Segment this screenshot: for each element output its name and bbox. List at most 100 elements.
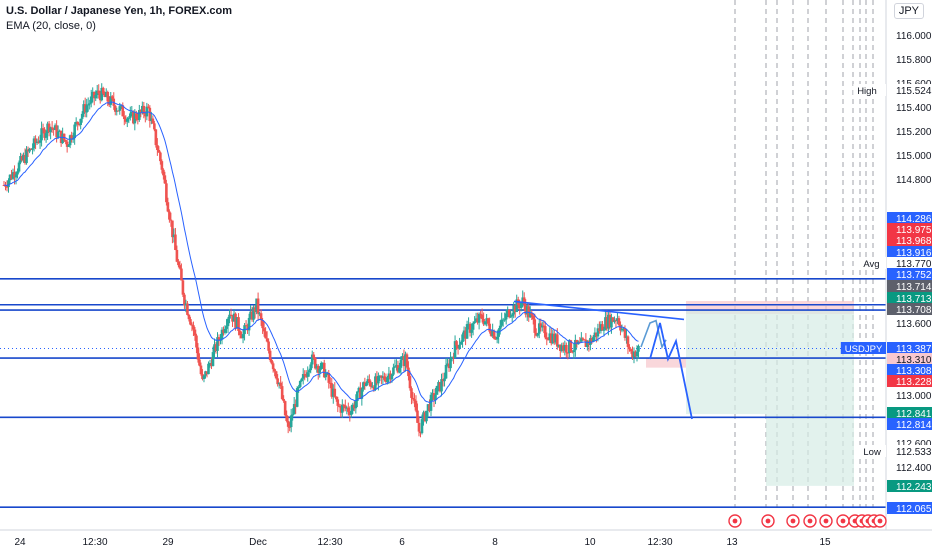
candle-body [304,375,308,377]
candle-body [35,141,39,144]
candle-body [482,318,485,325]
candle-body [428,404,431,411]
candle-body [178,265,182,269]
candle-body [192,325,195,330]
candle-body [486,318,490,324]
candle-body [307,370,311,373]
candle-body [495,336,499,340]
candle-body [297,386,300,389]
candle-body [608,314,612,328]
candle-body [91,91,95,97]
candle-body [139,110,143,113]
candle-body [513,305,517,313]
candle-body [429,394,433,411]
candle-body [172,234,176,238]
candle-body [97,90,101,94]
candle-body [76,121,79,125]
candle-body [220,329,224,340]
candle-body [291,414,294,416]
candle-body [339,406,343,413]
candle-body [210,363,213,366]
candle-body [592,337,595,342]
price-label-bg [887,292,932,304]
symbol-title: U.S. Dollar / Japanese Yen, 1h, FOREX.co… [6,5,232,17]
x-tick-label: 10 [584,537,596,548]
candle-body [241,334,245,339]
candle-body [542,325,546,327]
price-tag-bg [840,342,886,354]
candle-body [237,317,240,331]
candle-body [366,379,370,384]
price-tag-text: USDJPY [845,344,883,355]
candle-body [540,325,544,328]
candle-body [455,341,458,346]
candle-body [268,350,272,361]
x-tick-label: 15 [819,537,831,548]
candle-body [407,367,410,377]
candle-body [414,400,418,411]
currency-badge[interactable]: JPY [893,3,924,19]
x-tick-label: 29 [162,537,174,548]
candle-body [566,352,570,354]
price-label-bg [887,84,932,96]
candle-body [456,345,460,349]
candle-body [500,319,503,326]
candle-body [611,317,615,322]
x-tick-label: 12:30 [317,537,342,548]
candle-body [160,161,164,170]
candle-body [383,376,386,380]
price-tag-bg [859,445,886,457]
candle-body [294,404,297,407]
price-label: 112.841 [896,409,932,420]
candle-body [300,378,304,381]
event-flag-dot [732,518,738,524]
candle-body [584,339,588,347]
candle-body [393,366,397,368]
candle-body [88,103,92,105]
event-flag-dot [823,518,829,524]
candle-body [527,306,531,318]
price-label-bg [887,445,932,457]
candle-body [504,313,508,320]
candle-body [404,354,407,367]
candle-body [417,422,421,432]
candle-body [476,318,479,323]
candle-body [581,338,585,340]
candle-body [543,326,547,338]
candle-body [425,410,428,422]
candle-body [389,373,392,380]
candle-body [473,321,476,324]
candle-body [41,128,45,130]
candle-body [130,111,134,114]
candle-body [629,349,633,352]
candle-body [150,118,153,121]
candle-body [46,123,49,134]
price-tag-bg [853,84,886,96]
event-flag-dot [807,518,813,524]
candle-body [201,374,204,379]
candle-body [147,106,150,108]
candle-body [634,351,637,357]
candle-body [435,385,439,395]
candle-body [450,356,454,359]
candle-body [438,382,442,392]
candle-body [7,180,10,188]
price-label: 112.533 [896,447,932,458]
price-tag-bg [859,257,886,269]
price-tag-text: Avg [863,259,879,270]
candle-body [552,333,556,343]
candle-body [55,125,58,138]
candle-body [249,311,252,318]
candle-body [359,387,362,399]
candle-body [14,174,18,178]
candle-body [226,318,230,327]
candle-body [465,324,469,339]
candle-body [369,382,373,387]
candle-body [94,95,98,99]
candle-body [202,375,206,379]
candle-body [354,401,358,409]
candle-body [64,140,67,142]
candle-body [334,396,338,400]
candle-body [23,155,27,164]
